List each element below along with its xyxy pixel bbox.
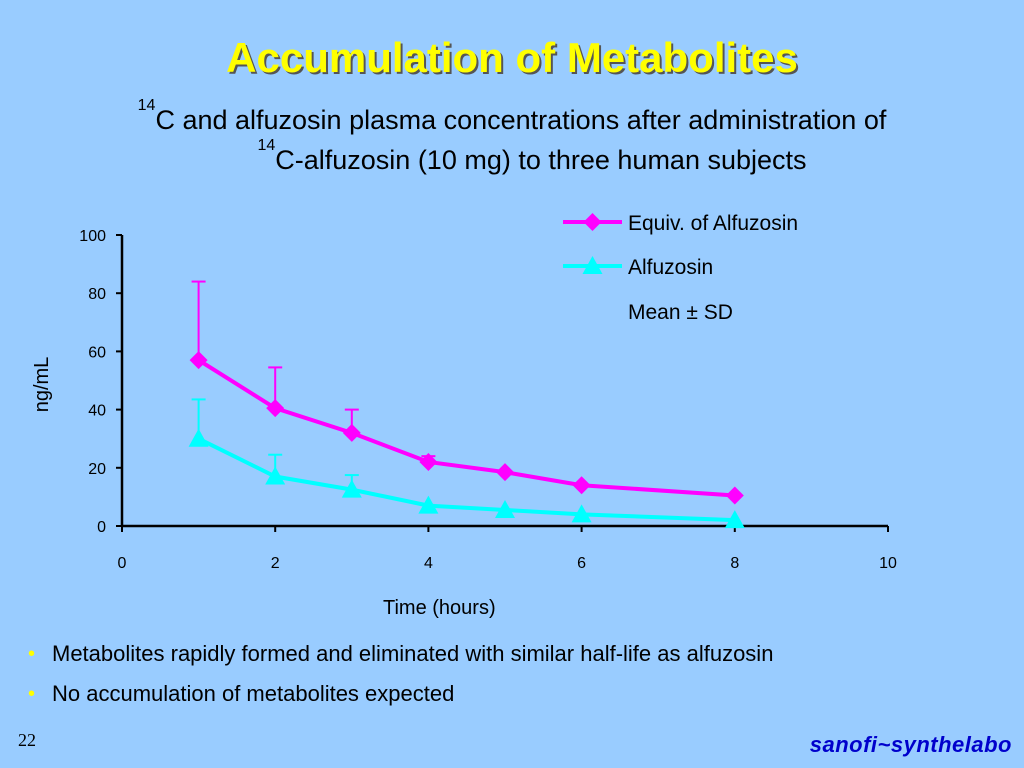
y-tick-label: 40 xyxy=(88,403,106,420)
legend-marker xyxy=(583,213,602,231)
legend-marker xyxy=(582,256,603,274)
x-axis-label: Time (hours) xyxy=(383,597,496,619)
legend-label: Alfuzosin xyxy=(628,256,713,279)
chart-legend: Equiv. of Alfuzosin Alfuzosin Mean ± SD xyxy=(563,212,798,324)
x-tick-label: 0 xyxy=(118,555,127,572)
bullet-item: • No accumulation of metabolites expected xyxy=(28,674,1008,714)
data-point xyxy=(266,399,285,418)
bullet-item: • Metabolites rapidly formed and eliminat… xyxy=(28,634,1008,674)
data-point xyxy=(418,495,439,514)
isotope-superscript: 14 xyxy=(137,97,156,114)
x-tick-label: 10 xyxy=(879,555,897,572)
isotope-superscript: 14 xyxy=(257,137,276,154)
x-tick-label: 4 xyxy=(424,555,433,572)
data-point xyxy=(495,499,515,518)
page-number: 22 xyxy=(18,730,36,750)
data-point xyxy=(188,428,209,447)
chart-axes: 0 20 40 60 80 100 0 2 4 6 8 10 xyxy=(79,228,897,572)
subtitle-line-2: 14C-alfuzosin (10 mg) to three human sub… xyxy=(20,137,1004,180)
data-point xyxy=(265,466,286,485)
bullet-list: • Metabolites rapidly formed and eliminat… xyxy=(28,634,1008,714)
slide-subtitle: 14C and alfuzosin plasma concentrations … xyxy=(20,98,1004,180)
legend-note: Mean ± SD xyxy=(628,301,733,324)
company-logo: sanofi~synthelabo xyxy=(809,732,1012,757)
y-tick-label: 80 xyxy=(88,286,106,303)
chart-series-lines xyxy=(197,358,735,523)
y-tick-label: 100 xyxy=(79,228,106,245)
chart-markers xyxy=(188,351,745,529)
data-point xyxy=(341,479,362,498)
legend-label: Equiv. of Alfuzosin xyxy=(628,212,798,235)
chart-error-bars xyxy=(191,280,436,490)
subtitle-text-2: C-alfuzosin (10 mg) to three human subje… xyxy=(275,145,807,175)
y-axis-label: ng/mL xyxy=(31,357,53,413)
y-tick-label: 60 xyxy=(88,344,106,361)
subtitle-text-1: C and alfuzosin plasma concentrations af… xyxy=(155,105,887,135)
data-point xyxy=(419,452,438,471)
x-tick-label: 6 xyxy=(577,555,586,572)
bullet-icon: • xyxy=(28,643,36,665)
data-point xyxy=(724,510,745,529)
subtitle-line-1: 14C and alfuzosin plasma concentrations … xyxy=(138,98,887,136)
concentration-chart: 0 20 40 60 80 100 0 2 4 6 8 10 Equiv. of Alfuzosin A… xyxy=(31,212,897,619)
data-point xyxy=(496,463,514,482)
y-tick-label: 20 xyxy=(88,461,106,478)
data-point xyxy=(725,486,744,505)
x-tick-label: 2 xyxy=(271,555,280,572)
data-point xyxy=(572,476,591,495)
x-tick-label: 8 xyxy=(730,555,739,572)
bullet-text: No accumulation of metabolites expected xyxy=(52,681,455,706)
y-tick-label: 0 xyxy=(97,519,106,536)
data-point xyxy=(189,351,208,370)
bullet-icon: • xyxy=(28,683,36,705)
slide-title: Accumulation of Metabolites xyxy=(226,34,798,81)
bullet-text: Metabolites rapidly formed and eliminate… xyxy=(52,641,774,666)
data-point xyxy=(571,504,592,523)
data-point xyxy=(342,423,361,442)
